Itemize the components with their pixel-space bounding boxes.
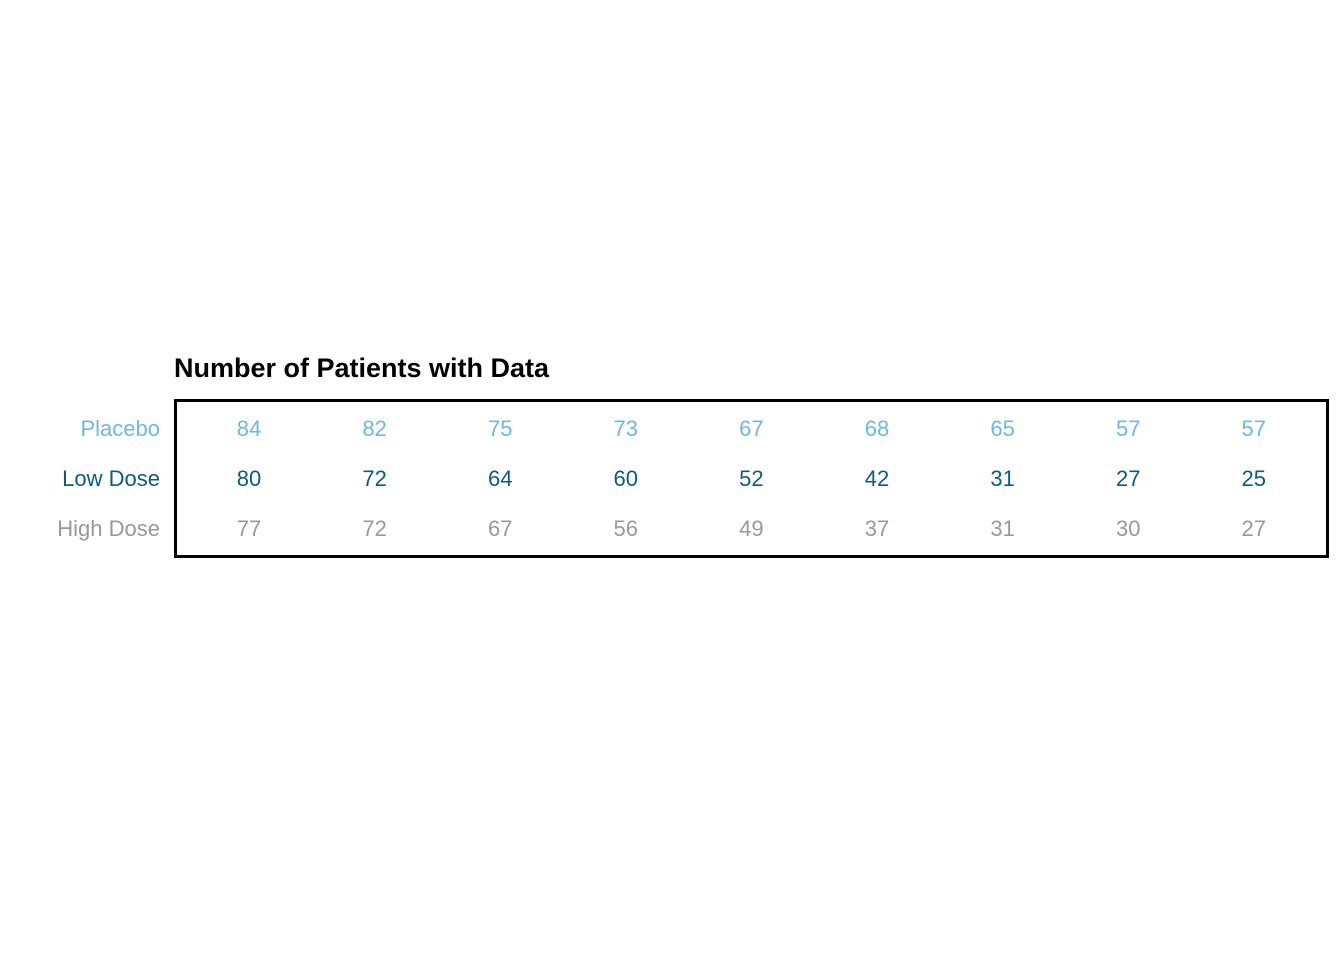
table-cell-high-dose-9: 27 (1242, 516, 1266, 541)
table-cell-placebo-3: 75 (488, 416, 512, 441)
row-label-low-dose: Low Dose (62, 466, 160, 491)
table-cell-placebo-1: 84 (237, 416, 261, 441)
chart-title: Number of Patients with Data (174, 353, 550, 383)
row-label-placebo: Placebo (80, 416, 160, 441)
table-cell-low-dose-3: 64 (488, 466, 512, 491)
table-cell-placebo-4: 73 (614, 416, 638, 441)
table-cell-high-dose-5: 49 (739, 516, 763, 541)
table-frame (174, 399, 1329, 558)
table-cell-low-dose-5: 52 (739, 466, 763, 491)
table-cell-low-dose-8: 27 (1116, 466, 1140, 491)
table-cell-high-dose-2: 72 (362, 516, 386, 541)
table-cell-placebo-8: 57 (1116, 416, 1140, 441)
table-cell-high-dose-7: 31 (990, 516, 1014, 541)
table-cell-high-dose-1: 77 (237, 516, 261, 541)
table-cell-high-dose-8: 30 (1116, 516, 1140, 541)
table-cell-high-dose-4: 56 (614, 516, 638, 541)
table-cell-low-dose-7: 31 (990, 466, 1014, 491)
table-cell-low-dose-1: 80 (237, 466, 261, 491)
table-cell-placebo-5: 67 (739, 416, 763, 441)
table-cell-placebo-9: 57 (1242, 416, 1266, 441)
table-cell-placebo-7: 65 (990, 416, 1014, 441)
table-cell-low-dose-9: 25 (1242, 466, 1266, 491)
table-cell-low-dose-4: 60 (614, 466, 638, 491)
table-cell-low-dose-6: 42 (865, 466, 889, 491)
table-cell-low-dose-2: 72 (362, 466, 386, 491)
table-cell-high-dose-6: 37 (865, 516, 889, 541)
table-cell-placebo-2: 82 (362, 416, 386, 441)
table-cell-high-dose-3: 67 (488, 516, 512, 541)
row-label-high-dose: High Dose (57, 516, 160, 541)
table-cell-placebo-6: 68 (865, 416, 889, 441)
